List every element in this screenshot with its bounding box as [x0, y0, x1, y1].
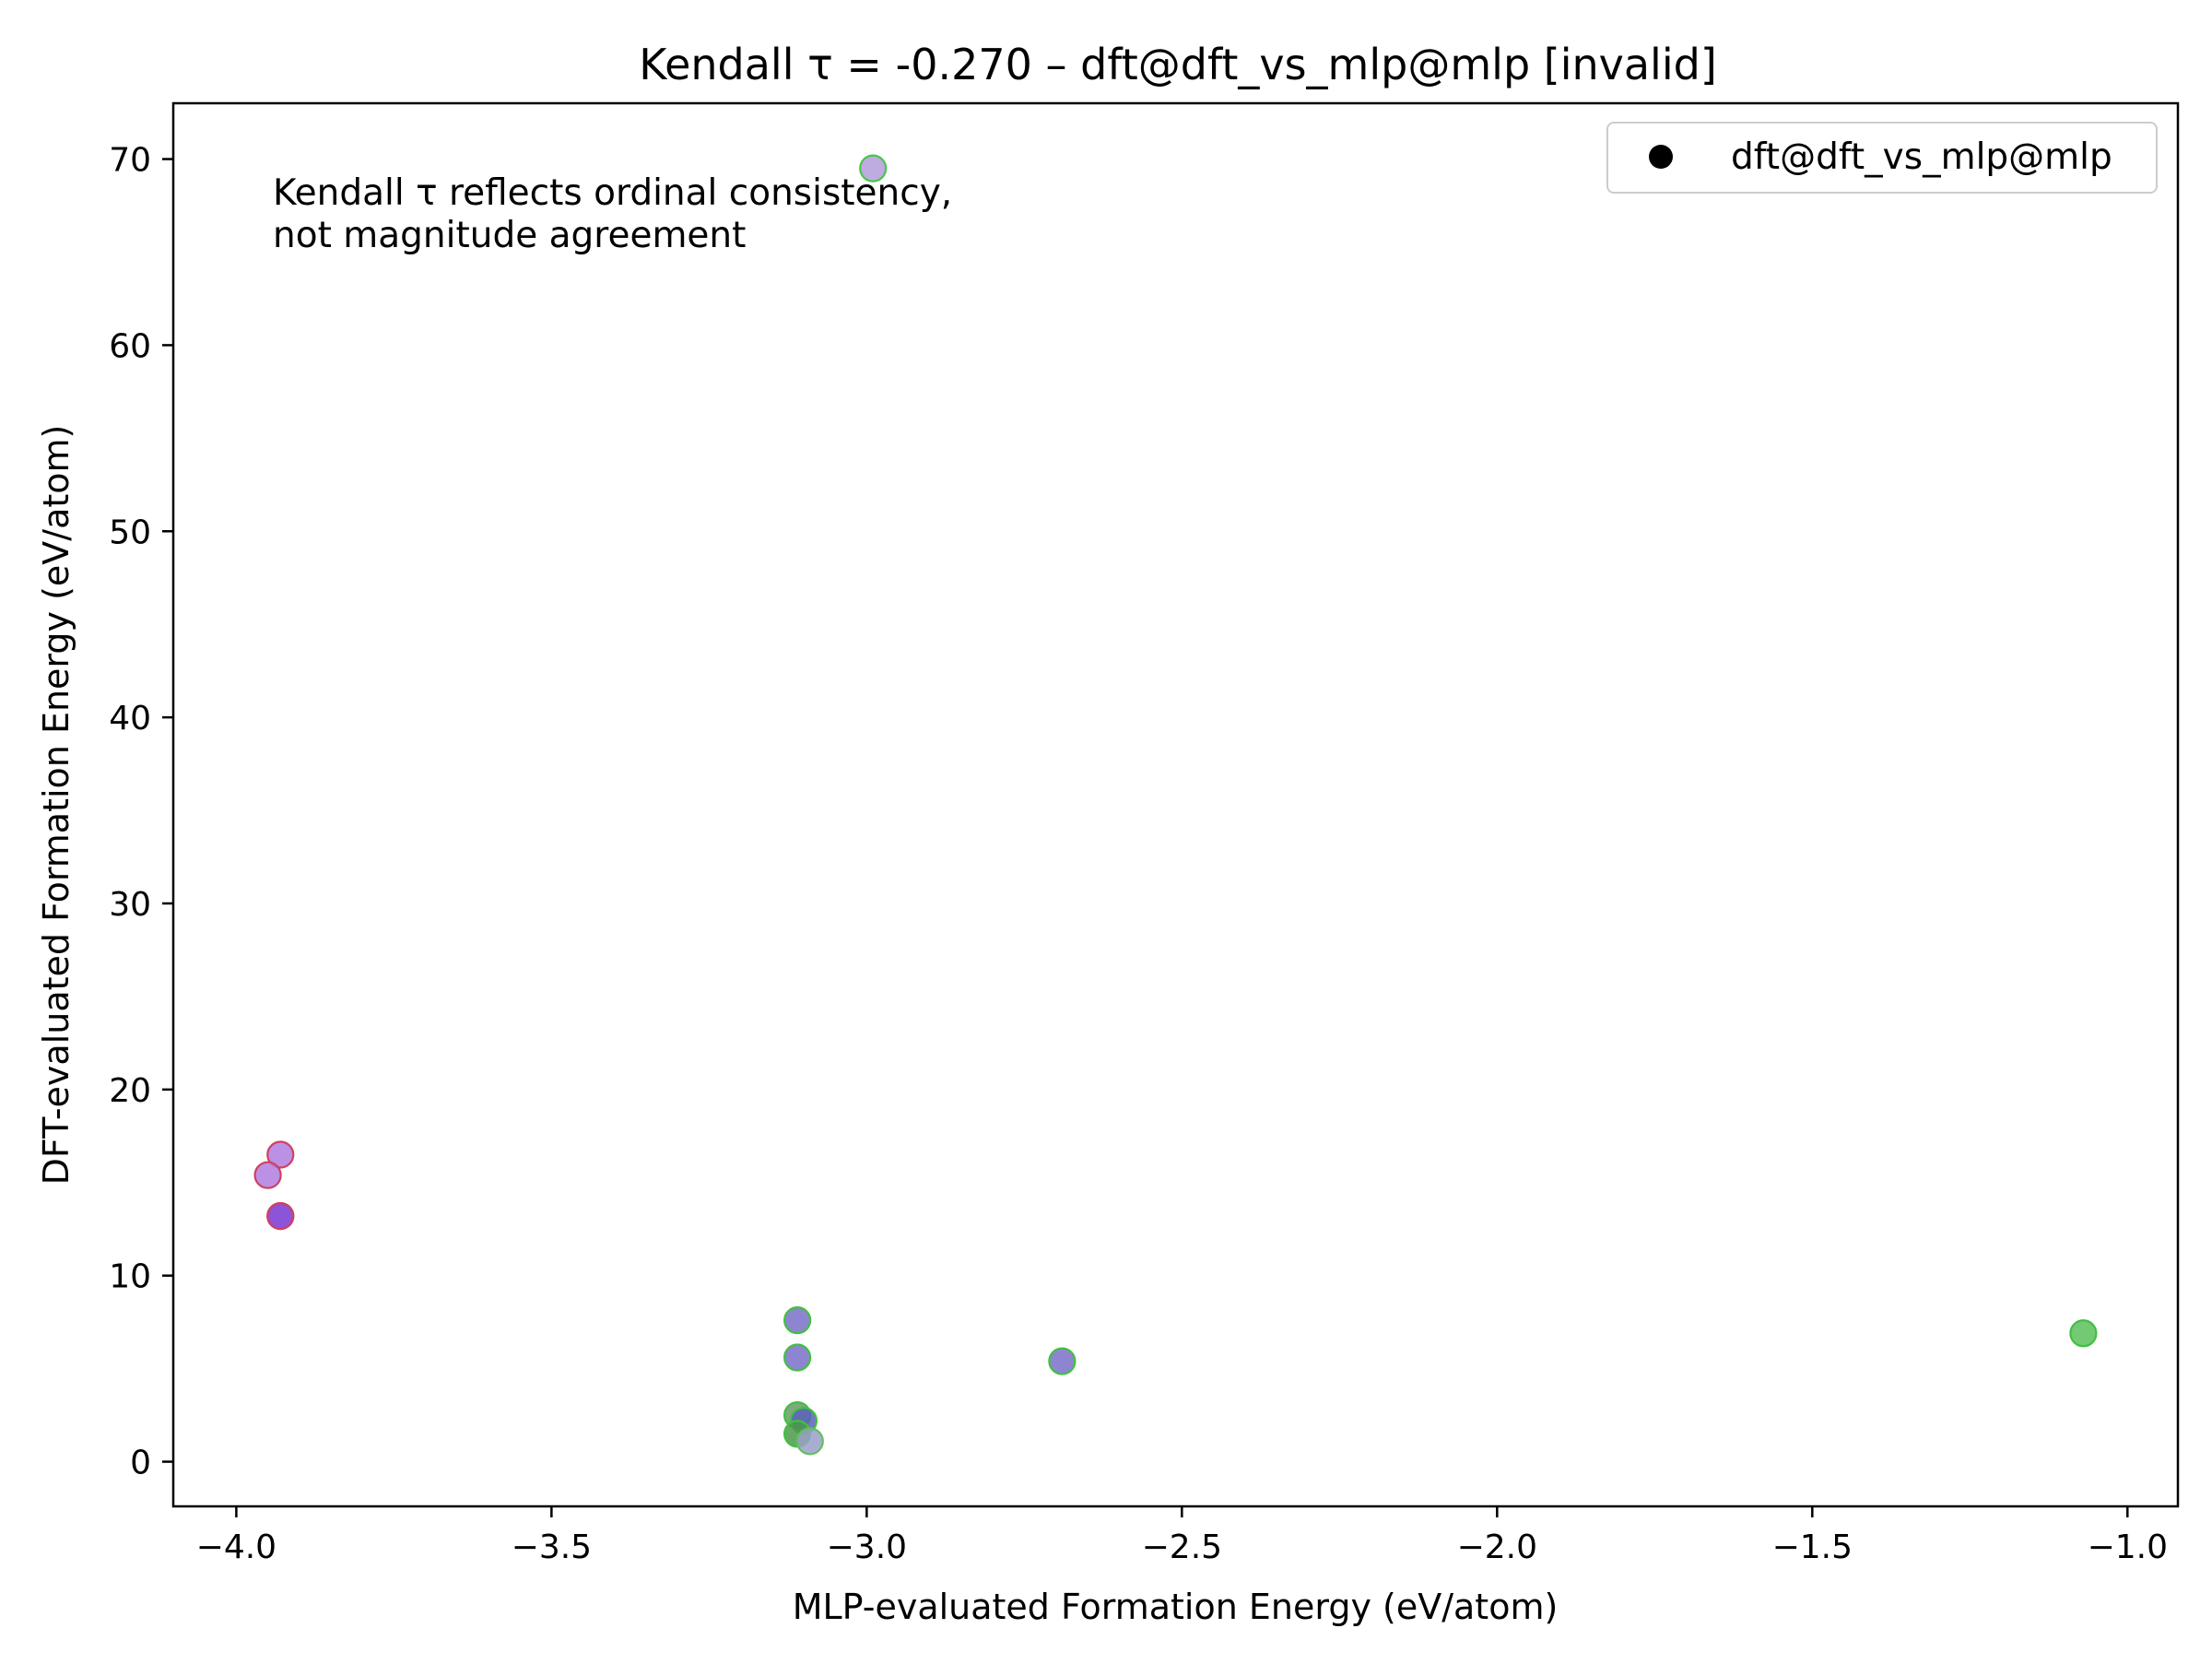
x-tick-label: −2.5	[1142, 1528, 1222, 1566]
x-ticks: −4.0 −3.5 −3.0 −2.5 −2.0 −1.5 −1.0	[196, 1506, 2168, 1566]
annotation-line-1: Kendall τ reflects ordinal consistency,	[273, 172, 952, 214]
chart-title: Kendall τ = -0.270 – dft@dft_vs_mlp@mlp …	[639, 40, 1717, 89]
x-tick-label: −2.0	[1457, 1528, 1537, 1566]
annotation-line-2: not magnitude agreement	[273, 215, 746, 256]
x-tick-label: −4.0	[196, 1528, 276, 1566]
x-tick-label: −3.0	[827, 1528, 907, 1566]
legend-label: dft@dft_vs_mlp@mlp	[1731, 136, 2112, 178]
y-axis-label: DFT-evaluated Formation Energy (eV/atom)	[36, 425, 76, 1186]
points-layer	[253, 154, 2098, 1456]
plot-frame	[171, 101, 2180, 1508]
x-tick-label: −1.5	[1772, 1528, 1853, 1566]
y-tick-label: 0	[130, 1445, 151, 1482]
legend: dft@dft_vs_mlp@mlp	[1606, 122, 2158, 194]
y-tick-label: 20	[109, 1072, 151, 1110]
y-tick-label: 50	[109, 513, 151, 551]
y-tick-label: 40	[109, 700, 151, 738]
data-point	[266, 1140, 295, 1169]
x-tick-label: −1.0	[2088, 1528, 2168, 1566]
data-point	[859, 154, 888, 183]
y-tick-label: 10	[109, 1258, 151, 1296]
x-tick-label: −3.5	[512, 1528, 592, 1566]
legend-marker	[1649, 145, 1673, 169]
y-tick-label: 70	[109, 142, 151, 180]
data-point	[795, 1427, 824, 1456]
y-tick-label: 60	[109, 327, 151, 365]
data-point	[253, 1161, 282, 1189]
data-point	[783, 1343, 812, 1372]
data-point	[2069, 1319, 2098, 1348]
x-axis-label: MLP-evaluated Formation Energy (eV/atom)	[793, 1587, 1559, 1627]
y-tick-label: 30	[109, 886, 151, 924]
data-point	[266, 1202, 295, 1231]
data-point	[783, 1306, 812, 1335]
legend-box	[1606, 122, 2158, 194]
y-ticks: 0 10 20 30 40 50 60 70	[109, 142, 173, 1482]
data-point	[1048, 1347, 1077, 1375]
